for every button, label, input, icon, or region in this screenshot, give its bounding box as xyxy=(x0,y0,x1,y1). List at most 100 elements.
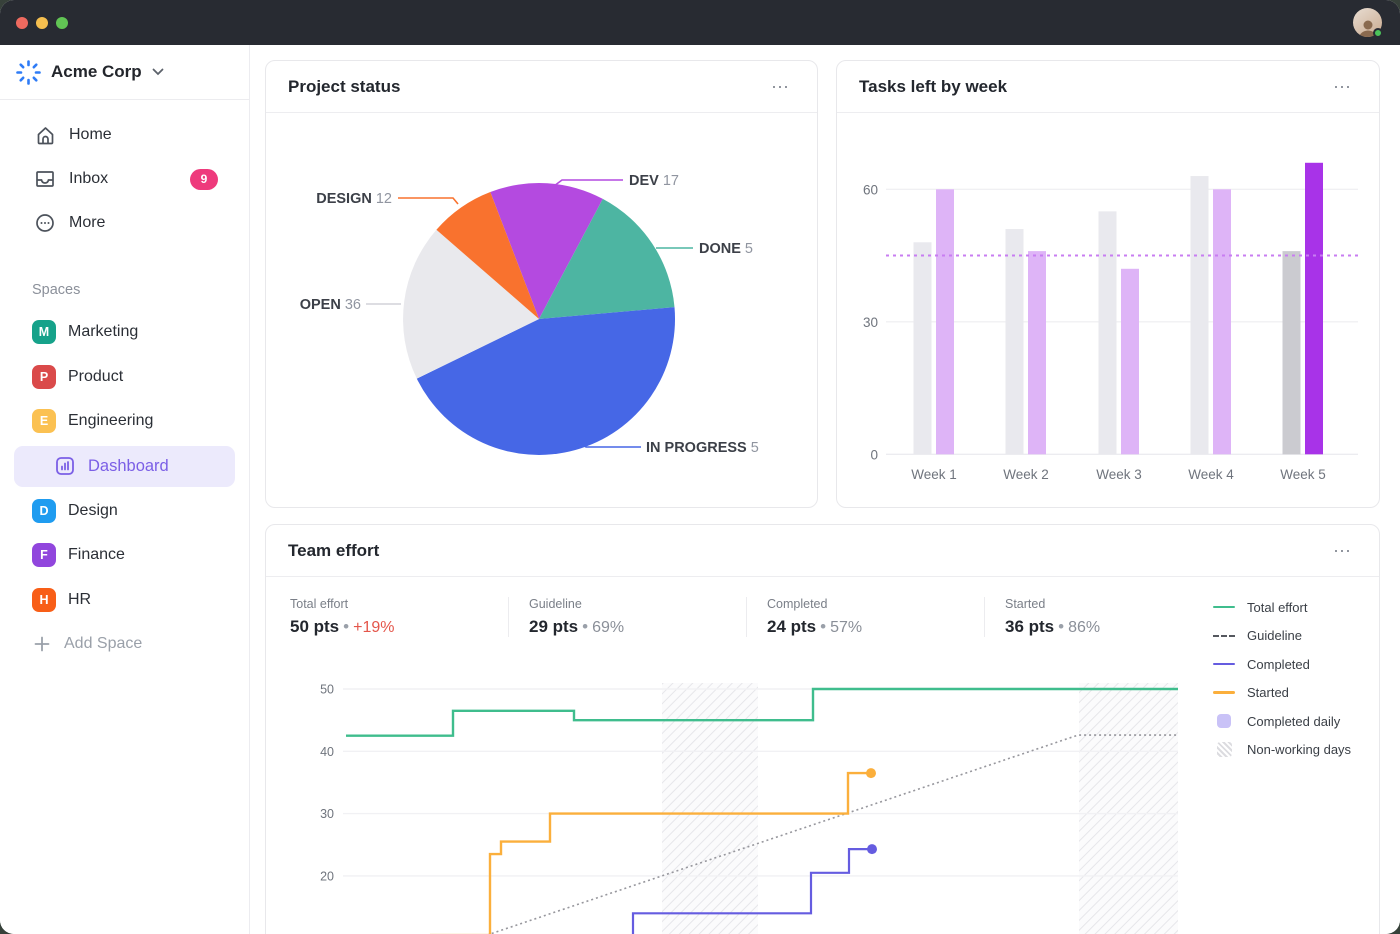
workspace-name: Acme Corp xyxy=(51,62,142,81)
pie-slice-design xyxy=(436,192,539,319)
sidebar-item-label: Home xyxy=(69,126,112,143)
space-item-product[interactable]: P Product xyxy=(0,355,249,400)
stat-completed: Completed 24 pts • 57% xyxy=(746,596,984,637)
card-menu-button[interactable]: ⋯ xyxy=(1333,540,1353,561)
space-item-hr[interactable]: H HR xyxy=(0,578,249,623)
avatar-image xyxy=(1353,8,1382,37)
space-badge: M xyxy=(32,320,56,345)
add-space-button[interactable]: Add Space xyxy=(0,622,249,666)
chart-legend: Total effort Guideline Completed Started xyxy=(1213,599,1351,758)
x-category-label: Week 5 xyxy=(1280,467,1326,482)
space-label: Engineering xyxy=(68,412,154,430)
traffic-lights xyxy=(16,16,68,29)
card-title: Tasks left by week xyxy=(859,76,1008,96)
space-item-design[interactable]: D Design xyxy=(0,489,249,534)
plus-icon xyxy=(34,636,50,652)
inbox-unread-badge: 9 xyxy=(190,168,218,190)
pie-label-open: OPEN 36 xyxy=(300,297,361,313)
team-effort-stats: Total effort 50 pts • +19% Guideline 29 pt… xyxy=(266,577,1379,656)
space-label: Finance xyxy=(68,546,125,564)
sidebar-item-dashboard-selected[interactable]: Dashboard xyxy=(14,445,235,487)
y-tick-label: 40 xyxy=(320,745,334,759)
series-line-completed xyxy=(631,848,872,934)
workspace-switcher[interactable]: Acme Corp xyxy=(0,45,249,100)
pie-label-dev: DEV 17 xyxy=(629,173,679,189)
ellipsis-circle-icon xyxy=(34,212,56,234)
chevron-down-icon xyxy=(152,68,164,76)
space-item-marketing[interactable]: M Marketing xyxy=(0,310,249,355)
y-tick-label: 30 xyxy=(863,315,878,330)
card-menu-button[interactable]: ⋯ xyxy=(1333,76,1353,97)
sidebar-item-inbox[interactable]: Inbox 9 xyxy=(0,157,249,201)
y-tick-label: 60 xyxy=(863,182,878,197)
bar-gray_bars-week-3 xyxy=(1098,211,1117,455)
zoom-button[interactable] xyxy=(56,16,68,29)
stat-label: Started xyxy=(1005,596,1046,611)
non-working-days-band xyxy=(1079,683,1178,934)
y-tick-label: 0 xyxy=(870,447,878,462)
bar-purple_bars-week-3 xyxy=(1121,268,1139,455)
minimize-button[interactable] xyxy=(36,16,48,29)
user-avatar[interactable] xyxy=(1353,8,1383,38)
stat-started: Started 36 pts • 86% xyxy=(984,596,1222,637)
pie-leader-line xyxy=(553,179,623,187)
legend-line-swatch xyxy=(1213,691,1235,694)
space-item-engineering[interactable]: E Engineering xyxy=(0,399,249,444)
y-tick-label: 30 xyxy=(320,807,334,821)
sidebar-item-home[interactable]: Home xyxy=(0,113,249,157)
sidebar-item-label: Inbox xyxy=(69,170,109,187)
dashboard-main: Project status ⋯ DEV 17 DONE 5 IN PROGRESS… xyxy=(250,45,1400,934)
team-effort-card: Team effort ⋯ Total effort 50 pts • +19% G… xyxy=(265,524,1380,934)
legend-item-non-working-days: Non-working days xyxy=(1213,742,1351,758)
legend-item-started: Started xyxy=(1213,685,1351,701)
close-button[interactable] xyxy=(16,16,28,29)
series-end-marker xyxy=(866,768,876,779)
bar-gray_bars-week-5 xyxy=(1282,251,1301,455)
legend-square-swatch xyxy=(1217,714,1231,728)
sidebar-item-more[interactable]: More xyxy=(0,201,249,245)
space-label: HR xyxy=(68,590,92,608)
stat-value: 36 pts • 86% xyxy=(1005,616,1101,636)
stat-value: 29 pts • 69% xyxy=(529,616,625,636)
legend-item-guideline: Guideline xyxy=(1213,628,1351,644)
stat-value: 24 pts • 57% xyxy=(767,616,863,636)
x-category-label: Week 4 xyxy=(1188,467,1234,482)
pie-slice-done xyxy=(539,198,675,319)
space-badge: H xyxy=(32,587,56,612)
card-menu-button[interactable]: ⋯ xyxy=(771,76,791,97)
inbox-icon xyxy=(34,168,56,190)
project-status-pie-chart: DEV 17 DONE 5 IN PROGRESS 5 OPEN 36 DESIGN 1… xyxy=(300,173,759,456)
spaces-section-label: Spaces xyxy=(32,282,81,298)
tasks-left-card: Tasks left by week ⋯ 0 30 60 Week 1 Week 2 We… xyxy=(836,60,1380,508)
pie-slice-in-progress xyxy=(416,307,676,455)
stat-guideline: Guideline 29 pts • 69% xyxy=(508,596,746,637)
space-badge: E xyxy=(32,409,56,434)
dashboard-label: Dashboard xyxy=(88,456,169,475)
y-tick-label: 20 xyxy=(320,869,334,883)
bar-purple_bars-week-5 xyxy=(1305,162,1323,455)
tasks-left-bar-chart: 0 30 60 Week 1 Week 2 Week 3 Week 4 Week 5 xyxy=(863,162,1358,482)
non-working-days-band xyxy=(662,683,758,934)
x-category-label: Week 3 xyxy=(1096,467,1142,482)
space-label: Marketing xyxy=(68,323,139,341)
pie-label-done: DONE 5 xyxy=(699,241,753,257)
space-badge: F xyxy=(32,543,56,568)
legend-item-total-effort: Total effort xyxy=(1213,599,1351,615)
bar-purple_bars-week-4 xyxy=(1213,189,1231,455)
series-line-started xyxy=(430,771,871,934)
y-tick-label: 50 xyxy=(320,683,334,697)
x-category-label: Week 1 xyxy=(911,467,957,482)
pie-leader-line xyxy=(575,440,641,448)
series-line-guideline xyxy=(487,734,1178,934)
stat-label: Total effort xyxy=(290,596,349,611)
online-status-dot xyxy=(1373,28,1383,38)
stat-value: 50 pts • +19% xyxy=(290,616,395,636)
x-category-label: Week 2 xyxy=(1003,467,1049,482)
pie-label-in-progress: IN PROGRESS 5 xyxy=(646,440,759,456)
add-space-label: Add Space xyxy=(64,635,143,652)
sidebar: Acme Corp Home Inbox 9 xyxy=(0,45,250,934)
stat-label: Completed xyxy=(767,596,828,611)
home-icon xyxy=(34,124,56,146)
space-item-finance[interactable]: F Finance xyxy=(0,533,249,578)
